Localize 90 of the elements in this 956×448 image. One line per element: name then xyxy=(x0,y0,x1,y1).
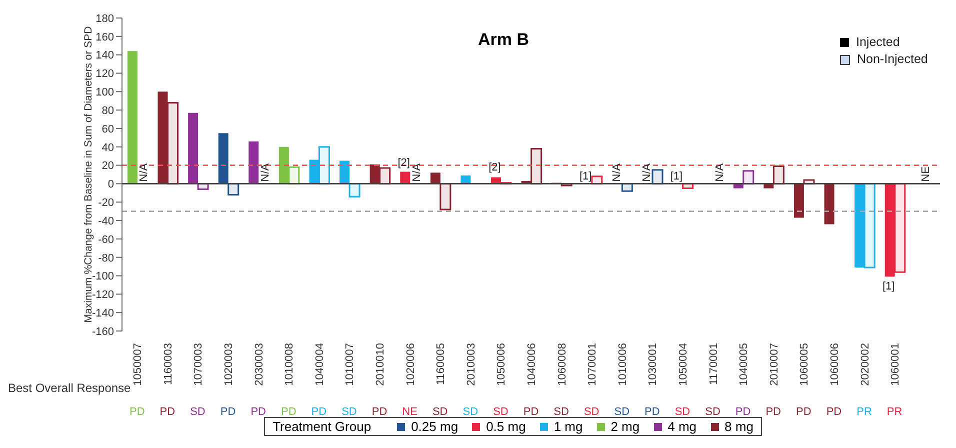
annotation: N/A xyxy=(641,162,654,182)
x-tick-label: 1170001 xyxy=(708,343,720,386)
annotation: [2] xyxy=(398,157,410,170)
annotation: Injected xyxy=(855,34,901,51)
y-tick-label: 60 xyxy=(102,123,114,136)
text: SD xyxy=(584,406,600,418)
x-tick-label: 2030003 xyxy=(253,343,266,386)
text: PD xyxy=(826,406,842,418)
annotation: [1] xyxy=(579,170,592,183)
x-tick-label: 1050004 xyxy=(677,343,690,386)
y-tick-label: -40 xyxy=(98,215,114,228)
legend-title: Treatment Group xyxy=(272,419,372,434)
text: NE xyxy=(402,406,418,418)
x-tick-label: 2010007 xyxy=(768,343,780,386)
y-tick-label: -60 xyxy=(98,234,114,246)
y-tick-label: 40 xyxy=(102,142,114,154)
legend-label: 4 mg xyxy=(666,419,697,434)
x-tick-label: 1160003 xyxy=(162,343,174,386)
legend-label: 1 mg xyxy=(552,419,583,434)
x-tick-label: 1050006 xyxy=(496,343,508,386)
text: PD xyxy=(280,406,296,418)
y-tick-label: 180 xyxy=(96,12,114,25)
text: Arm B xyxy=(478,30,530,50)
text: SD xyxy=(493,406,508,418)
y-tick-label: 0 xyxy=(108,178,114,191)
text: Best Overall Response xyxy=(8,381,131,395)
text: SD xyxy=(342,406,357,418)
x-tick-label: 1040005 xyxy=(738,343,750,386)
text: PD xyxy=(220,406,236,418)
y-tick-label: 80 xyxy=(102,104,114,117)
x-tick-label: 1060005 xyxy=(798,343,811,386)
x-tick-label: 1020006 xyxy=(404,343,417,386)
text: SD xyxy=(614,406,630,418)
y-tick-label: 20 xyxy=(102,160,114,172)
x-tick-label: 1060006 xyxy=(828,343,841,386)
annotation: Non-Injected xyxy=(856,51,928,68)
x-tick-label: 1040006 xyxy=(526,343,538,386)
text: PD xyxy=(130,406,145,418)
y-tick-label: -80 xyxy=(98,252,114,264)
annotation: N/A xyxy=(610,162,623,182)
x-tick-label: 2010010 xyxy=(374,343,387,386)
x-tick-label: 1010007 xyxy=(344,343,356,386)
x-tick-label: 1070003 xyxy=(192,343,205,386)
text: PD xyxy=(372,406,388,418)
annotation: N/A xyxy=(714,162,726,182)
legend-label: 2 mg xyxy=(610,419,640,434)
text: SD xyxy=(554,406,569,418)
text: PD xyxy=(160,406,176,418)
y-tick-label: 160 xyxy=(96,31,114,44)
y-tick-label: 100 xyxy=(96,86,114,99)
x-tick-label: 1020003 xyxy=(223,343,236,386)
y-tick-label: 120 xyxy=(96,68,114,80)
x-tick-label: 1160005 xyxy=(435,343,448,386)
y-tick-label: -160 xyxy=(92,326,114,338)
y-tick-label: -20 xyxy=(98,197,114,210)
text: PD xyxy=(523,406,539,418)
text: PD xyxy=(766,406,782,418)
y-tick-label: 140 xyxy=(96,50,114,62)
text: PD xyxy=(735,406,751,418)
annotation: N/A xyxy=(138,162,150,182)
x-tick-label: 1060001 xyxy=(890,343,902,386)
legend-label: 8 mg xyxy=(724,419,754,434)
annotation: [1] xyxy=(882,280,895,293)
x-tick-label: 1050007 xyxy=(132,343,144,386)
text: PD xyxy=(796,406,812,418)
annotation: N/A xyxy=(410,162,423,182)
x-tick-label: 1010008 xyxy=(284,343,296,386)
legend-label: 0.5 mg xyxy=(485,419,526,434)
text: PD xyxy=(311,406,327,418)
text: SD xyxy=(674,406,690,418)
text: PR xyxy=(886,406,902,418)
text: PD xyxy=(250,406,266,418)
x-tick-label: 1040004 xyxy=(314,343,326,386)
x-tick-label: 1070001 xyxy=(586,343,599,386)
x-tick-label: 1030001 xyxy=(647,343,660,386)
annotation: NE xyxy=(920,166,932,182)
annotation: [2] xyxy=(488,162,501,174)
text: PD xyxy=(644,406,660,418)
text: SD xyxy=(462,406,478,418)
text: PR xyxy=(856,406,872,418)
text: SD xyxy=(705,406,720,418)
x-tick-label: 2010003 xyxy=(465,343,478,386)
annotation: N/A xyxy=(259,162,272,182)
text: SD xyxy=(432,406,448,418)
x-tick-label: 1060008 xyxy=(556,343,568,386)
legend-label: 0.25 mg xyxy=(410,419,458,434)
annotation: [1] xyxy=(670,170,683,183)
x-tick-label: 2020002 xyxy=(859,343,872,386)
x-tick-label: 1010006 xyxy=(616,343,629,386)
text: SD xyxy=(190,406,206,418)
